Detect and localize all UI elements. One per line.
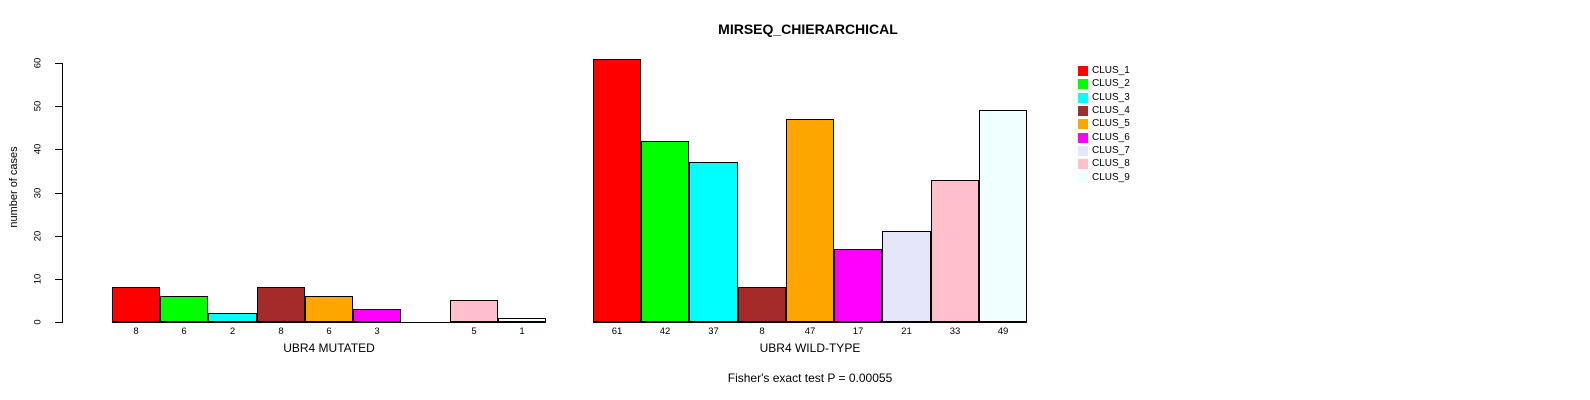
y-tick-label: 10 — [32, 273, 44, 285]
bar — [786, 119, 834, 322]
legend-swatch — [1078, 133, 1088, 143]
y-axis-line — [62, 63, 63, 323]
bar-value-label: 6 — [326, 326, 332, 337]
bar-value-label: 61 — [611, 326, 623, 337]
group-baseline — [593, 322, 1027, 323]
legend-swatch — [1078, 106, 1088, 116]
bar-value-label: 21 — [901, 326, 912, 337]
legend-label: CLUS_1 — [1092, 65, 1130, 76]
y-tick-label: 20 — [32, 230, 44, 242]
y-tick — [55, 279, 62, 280]
legend-label: CLUS_5 — [1092, 118, 1130, 129]
legend-swatch — [1078, 79, 1088, 89]
legend-label: CLUS_8 — [1092, 158, 1130, 169]
group-baseline — [112, 322, 546, 323]
bar — [498, 318, 546, 322]
bar — [979, 110, 1027, 322]
y-tick-label: 50 — [32, 100, 44, 112]
y-tick — [55, 322, 62, 323]
bar-value-label: 8 — [759, 326, 765, 337]
bar-value-label: 8 — [133, 326, 139, 337]
bar-value-label: 37 — [708, 326, 719, 337]
x-axis-group-label: UBR4 WILD-TYPE — [759, 341, 861, 355]
legend-swatch — [1078, 66, 1088, 76]
bar — [450, 300, 498, 322]
x-axis-group-label: UBR4 MUTATED — [283, 341, 375, 355]
bar — [160, 296, 208, 322]
bar — [641, 141, 689, 322]
bar-value-label: 42 — [659, 326, 671, 337]
bar-value-label: 5 — [471, 326, 477, 337]
bar — [305, 296, 353, 322]
y-tick — [55, 149, 62, 150]
bar-value-label: 8 — [278, 326, 284, 337]
bar-value-label: 6 — [181, 326, 187, 337]
bar — [834, 249, 882, 322]
bar-value-label: 2 — [229, 326, 236, 337]
y-tick — [55, 193, 62, 194]
y-tick-label: 60 — [32, 57, 44, 69]
bar-value-label: 1 — [519, 326, 525, 337]
legend-swatch — [1078, 146, 1088, 156]
legend-label: CLUS_2 — [1092, 78, 1130, 89]
bar-value-label: 33 — [949, 326, 961, 337]
bar — [353, 309, 401, 322]
legend-swatch — [1078, 159, 1088, 169]
bar — [882, 231, 931, 322]
bar-value-label: 3 — [374, 326, 380, 337]
legend-label: CLUS_9 — [1092, 172, 1130, 183]
bar-value-label: 47 — [804, 326, 816, 337]
y-tick — [55, 106, 62, 107]
bar — [738, 287, 786, 322]
y-tick-label: 40 — [32, 143, 44, 155]
bar — [208, 313, 257, 322]
chart-title: MIRSEQ_CHIERARCHICAL — [718, 21, 898, 37]
legend-label: CLUS_4 — [1092, 105, 1130, 116]
y-tick-label: 0 — [32, 319, 44, 325]
y-tick-label: 30 — [32, 187, 44, 199]
bar-value-label: 49 — [997, 326, 1009, 337]
legend-swatch — [1078, 119, 1088, 129]
legend-label: CLUS_6 — [1092, 132, 1130, 143]
legend-swatch — [1078, 173, 1088, 183]
legend-swatch — [1078, 93, 1088, 103]
legend-label: CLUS_7 — [1092, 145, 1130, 156]
bar — [931, 180, 979, 322]
bar — [257, 287, 305, 322]
bar — [593, 59, 641, 322]
bar — [689, 162, 738, 322]
y-tick — [55, 236, 62, 237]
footnote: Fisher's exact test P = 0.00055 — [727, 371, 893, 385]
legend-label: CLUS_3 — [1092, 92, 1130, 103]
bar — [112, 287, 160, 322]
bar-value-label: 17 — [852, 326, 864, 337]
y-axis-label: number of cases — [8, 146, 20, 228]
y-tick — [55, 63, 62, 64]
